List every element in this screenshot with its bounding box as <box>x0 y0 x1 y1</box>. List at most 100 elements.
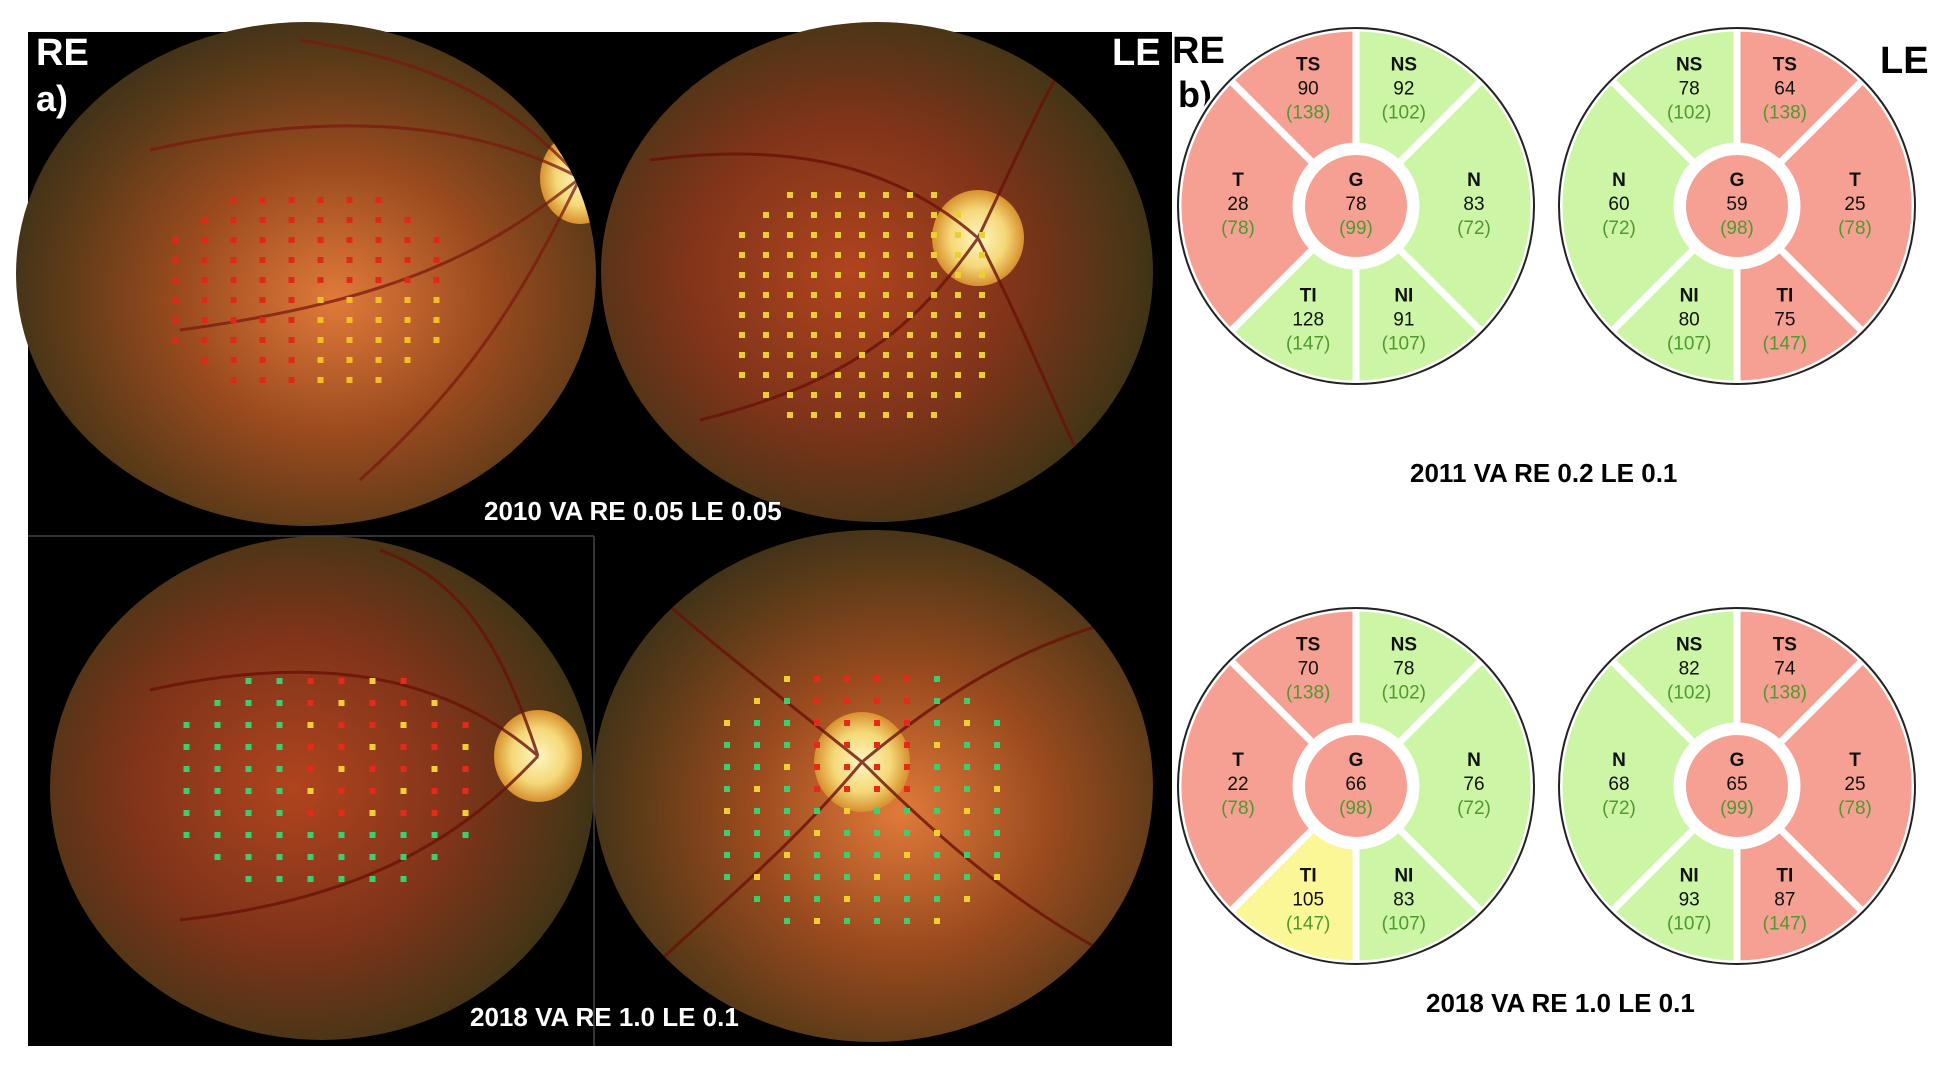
microperimetry-point <box>245 722 252 728</box>
microperimetry-point <box>814 764 820 770</box>
microperimetry-point <box>172 317 179 323</box>
microperimetry-point <box>230 337 237 343</box>
microperimetry-point <box>859 252 865 258</box>
sector-value: 105 <box>1292 889 1324 910</box>
eye-label-re: RE <box>36 32 89 74</box>
microperimetry-point <box>964 874 970 880</box>
microperimetry-point <box>994 764 1000 770</box>
microperimetry-point <box>964 764 970 770</box>
microperimetry-point <box>955 312 961 318</box>
sector-label: G <box>1349 170 1364 191</box>
sector-reference: (98) <box>1339 798 1373 819</box>
microperimetry-point <box>907 232 913 238</box>
microperimetry-point <box>904 676 910 682</box>
microperimetry-point <box>814 874 820 880</box>
sector-reference: (102) <box>1667 103 1711 124</box>
microperimetry-point <box>739 372 745 378</box>
microperimetry-point <box>844 720 850 726</box>
microperimetry-point <box>859 272 865 278</box>
microperimetry-point <box>955 252 961 258</box>
microperimetry-point <box>754 896 760 902</box>
microperimetry-point <box>787 412 793 418</box>
microperimetry-point <box>907 192 913 198</box>
sector-reference: (147) <box>1286 913 1330 934</box>
microperimetry-point <box>739 232 745 238</box>
microperimetry-point <box>835 272 841 278</box>
microperimetry-point <box>835 412 841 418</box>
microperimetry-point <box>931 232 937 238</box>
microperimetry-point <box>400 700 407 706</box>
microperimetry-point <box>883 232 889 238</box>
microperimetry-point <box>404 217 411 223</box>
microperimetry-point <box>201 237 208 243</box>
sector-value: 90 <box>1298 79 1319 100</box>
microperimetry-point <box>375 297 382 303</box>
microperimetry-point <box>230 317 237 323</box>
microperimetry-point <box>276 854 283 860</box>
microperimetry-point <box>338 678 345 684</box>
microperimetry-point <box>814 896 820 902</box>
microperimetry-point <box>338 744 345 750</box>
microperimetry-point <box>931 332 937 338</box>
microperimetry-point <box>317 297 324 303</box>
microperimetry-point <box>346 257 353 263</box>
microperimetry-point <box>763 372 769 378</box>
microperimetry-point <box>859 332 865 338</box>
sector-value: 82 <box>1679 659 1700 680</box>
microperimetry-point <box>835 212 841 218</box>
sector-label: TI <box>1300 865 1317 886</box>
microperimetry-point <box>787 192 793 198</box>
microperimetry-point <box>844 874 850 880</box>
microperimetry-point <box>724 720 730 726</box>
microperimetry-point <box>931 192 937 198</box>
microperimetry-point <box>214 832 221 838</box>
microperimetry-point <box>811 372 817 378</box>
microperimetry-point <box>288 237 295 243</box>
microperimetry-point <box>214 700 221 706</box>
microperimetry-point <box>964 698 970 704</box>
microperimetry-point <box>307 722 314 728</box>
microperimetry-point <box>346 277 353 283</box>
microperimetry-point <box>811 232 817 238</box>
sector-reference: (78) <box>1221 218 1255 239</box>
eye-label-le: LE <box>1880 40 1929 82</box>
microperimetry-point <box>844 830 850 836</box>
microperimetry-point <box>904 720 910 726</box>
microperimetry-point <box>276 788 283 794</box>
microperimetry-point <box>338 810 345 816</box>
sector-reference: (98) <box>1720 218 1754 239</box>
microperimetry-point <box>814 786 820 792</box>
microperimetry-point <box>835 292 841 298</box>
microperimetry-point <box>754 742 760 748</box>
microperimetry-point <box>307 788 314 794</box>
sector-value: 65 <box>1726 774 1747 795</box>
microperimetry-point <box>907 252 913 258</box>
microperimetry-point <box>859 232 865 238</box>
microperimetry-point <box>754 720 760 726</box>
microperimetry-point <box>433 317 440 323</box>
microperimetry-point <box>835 352 841 358</box>
microperimetry-point <box>811 312 817 318</box>
sector-value: 83 <box>1463 194 1484 215</box>
microperimetry-point <box>994 720 1000 726</box>
microperimetry-point <box>934 676 940 682</box>
microperimetry-point <box>883 332 889 338</box>
microperimetry-point <box>259 377 266 383</box>
microperimetry-point <box>346 377 353 383</box>
microperimetry-point <box>404 277 411 283</box>
microperimetry-point <box>230 217 237 223</box>
microperimetry-point <box>784 742 790 748</box>
sector-reference: (147) <box>1763 333 1807 354</box>
microperimetry-point <box>811 332 817 338</box>
microperimetry-point <box>375 197 382 203</box>
microperimetry-point <box>904 764 910 770</box>
microperimetry-point <box>907 372 913 378</box>
microperimetry-point <box>288 337 295 343</box>
sector-label: NI <box>1680 285 1699 306</box>
microperimetry-point <box>763 332 769 338</box>
microperimetry-point <box>288 277 295 283</box>
microperimetry-point <box>214 744 221 750</box>
microperimetry-point <box>859 192 865 198</box>
sector-reference: (78) <box>1838 218 1872 239</box>
microperimetry-point <box>904 830 910 836</box>
